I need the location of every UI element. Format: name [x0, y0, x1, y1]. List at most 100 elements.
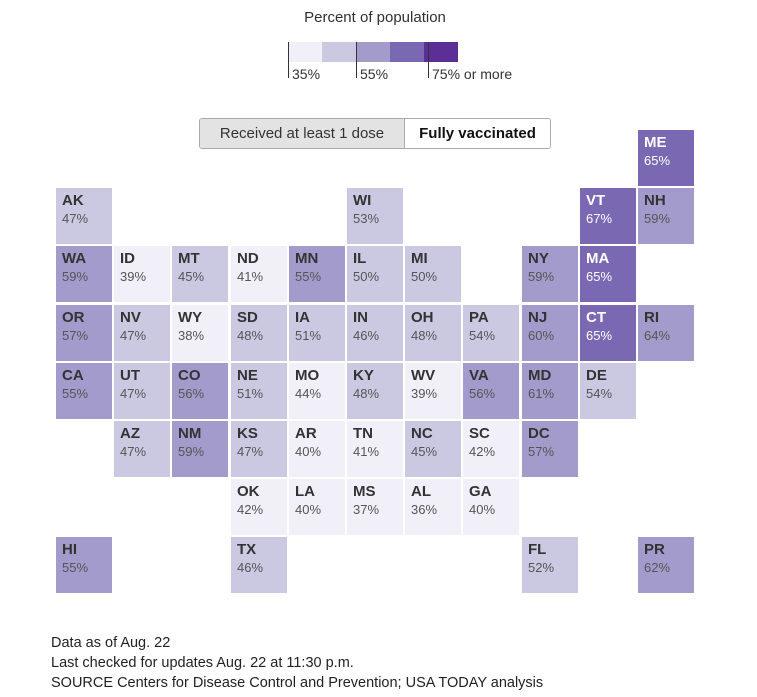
state-tile-sc[interactable]: SC 42%: [463, 421, 519, 477]
state-tile-il[interactable]: IL 50%: [347, 246, 403, 302]
state-percent: 39%: [411, 386, 438, 401]
state-tile-vt[interactable]: VT 67%: [580, 188, 636, 244]
state-tile-me[interactable]: ME 65%: [638, 130, 694, 186]
state-tile-de[interactable]: DE 54%: [580, 363, 636, 419]
toggle-fully-vaccinated-button[interactable]: Fully vaccinated: [405, 119, 550, 148]
state-abbr: MS: [353, 483, 376, 500]
state-tile-wi[interactable]: WI 53%: [347, 188, 403, 244]
state-tile-nc[interactable]: NC 45%: [405, 421, 461, 477]
state-abbr: CA: [62, 367, 84, 384]
state-tile-va[interactable]: VA 56%: [463, 363, 519, 419]
state-tile-ny[interactable]: NY 59%: [522, 246, 578, 302]
state-percent: 48%: [353, 386, 380, 401]
state-tile-mi[interactable]: MI 50%: [405, 246, 461, 302]
state-percent: 40%: [295, 444, 322, 459]
state-tile-md[interactable]: MD 61%: [522, 363, 578, 419]
state-tile-mt[interactable]: MT 45%: [172, 246, 228, 302]
state-abbr: OH: [411, 309, 434, 326]
state-percent: 55%: [62, 386, 89, 401]
state-tile-ky[interactable]: KY 48%: [347, 363, 403, 419]
dose-toggle: Received at least 1 dose Fully vaccinate…: [199, 118, 551, 149]
state-abbr: KS: [237, 425, 258, 442]
state-abbr: VA: [469, 367, 489, 384]
state-tile-ak[interactable]: AK 47%: [56, 188, 112, 244]
state-tile-pr[interactable]: PR 62%: [638, 537, 694, 593]
state-percent: 59%: [178, 444, 205, 459]
state-tile-ar[interactable]: AR 40%: [289, 421, 345, 477]
state-percent: 61%: [528, 386, 555, 401]
state-tile-in[interactable]: IN 46%: [347, 305, 403, 361]
state-abbr: VT: [586, 192, 606, 209]
state-percent: 56%: [178, 386, 205, 401]
state-percent: 52%: [528, 560, 555, 575]
state-tile-ok[interactable]: OK 42%: [231, 479, 287, 535]
state-tile-hi[interactable]: HI 55%: [56, 537, 112, 593]
state-tile-la[interactable]: LA 40%: [289, 479, 345, 535]
state-percent: 37%: [353, 502, 380, 517]
state-tile-wy[interactable]: WY 38%: [172, 305, 228, 361]
state-tile-az[interactable]: AZ 47%: [114, 421, 170, 477]
state-abbr: AZ: [120, 425, 140, 442]
state-tile-sd[interactable]: SD 48%: [231, 305, 287, 361]
state-tile-ms[interactable]: MS 37%: [347, 479, 403, 535]
state-tile-nh[interactable]: NH 59%: [638, 188, 694, 244]
state-percent: 47%: [62, 211, 89, 226]
state-abbr: WI: [353, 192, 372, 209]
state-percent: 36%: [411, 502, 438, 517]
legend-swatch-5: [424, 42, 458, 62]
state-abbr: MO: [295, 367, 320, 384]
state-tile-ma[interactable]: MA 65%: [580, 246, 636, 302]
state-tile-tn[interactable]: TN 41%: [347, 421, 403, 477]
state-tile-ia[interactable]: IA 51%: [289, 305, 345, 361]
state-percent: 46%: [353, 328, 380, 343]
state-percent: 57%: [528, 444, 555, 459]
state-tile-co[interactable]: CO 56%: [172, 363, 228, 419]
state-tile-or[interactable]: OR 57%: [56, 305, 112, 361]
state-tile-dc[interactable]: DC 57%: [522, 421, 578, 477]
state-tile-nm[interactable]: NM 59%: [172, 421, 228, 477]
state-tile-ca[interactable]: CA 55%: [56, 363, 112, 419]
state-percent: 47%: [237, 444, 264, 459]
state-percent: 47%: [120, 328, 147, 343]
state-tile-nv[interactable]: NV 47%: [114, 305, 170, 361]
state-percent: 55%: [62, 560, 89, 575]
state-tile-tx[interactable]: TX 46%: [231, 537, 287, 593]
state-percent: 45%: [411, 444, 438, 459]
state-percent: 51%: [295, 328, 322, 343]
state-abbr: DE: [586, 367, 607, 384]
state-tile-ut[interactable]: UT 47%: [114, 363, 170, 419]
state-tile-id[interactable]: ID 39%: [114, 246, 170, 302]
state-tile-al[interactable]: AL 36%: [405, 479, 461, 535]
state-abbr: CT: [586, 309, 606, 326]
state-abbr: TX: [237, 541, 257, 558]
state-percent: 53%: [353, 211, 380, 226]
state-tile-ct[interactable]: CT 65%: [580, 305, 636, 361]
legend-swatch-1: [288, 42, 322, 62]
state-percent: 67%: [586, 211, 613, 226]
state-abbr: GA: [469, 483, 492, 500]
state-tile-nd[interactable]: ND 41%: [231, 246, 287, 302]
state-tile-ga[interactable]: GA 40%: [463, 479, 519, 535]
state-abbr: NC: [411, 425, 433, 442]
state-tile-fl[interactable]: FL 52%: [522, 537, 578, 593]
state-tile-mn[interactable]: MN 55%: [289, 246, 345, 302]
state-abbr: NV: [120, 309, 141, 326]
state-tile-wa[interactable]: WA 59%: [56, 246, 112, 302]
state-abbr: NE: [237, 367, 258, 384]
state-tile-nj[interactable]: NJ 60%: [522, 305, 578, 361]
state-abbr: NM: [178, 425, 202, 442]
state-tile-wv[interactable]: WV 39%: [405, 363, 461, 419]
state-abbr: AK: [62, 192, 84, 209]
state-abbr: MA: [586, 250, 610, 267]
state-tile-mo[interactable]: MO 44%: [289, 363, 345, 419]
toggle-at-least-one-dose-button[interactable]: Received at least 1 dose: [200, 119, 405, 148]
state-abbr: SC: [469, 425, 490, 442]
footer-data-date: Data as of Aug. 22: [51, 635, 171, 651]
state-abbr: NY: [528, 250, 549, 267]
state-tile-ks[interactable]: KS 47%: [231, 421, 287, 477]
state-tile-ne[interactable]: NE 51%: [231, 363, 287, 419]
state-tile-oh[interactable]: OH 48%: [405, 305, 461, 361]
state-tile-pa[interactable]: PA 54%: [463, 305, 519, 361]
legend-title: Percent of population: [304, 9, 446, 26]
state-tile-ri[interactable]: RI 64%: [638, 305, 694, 361]
